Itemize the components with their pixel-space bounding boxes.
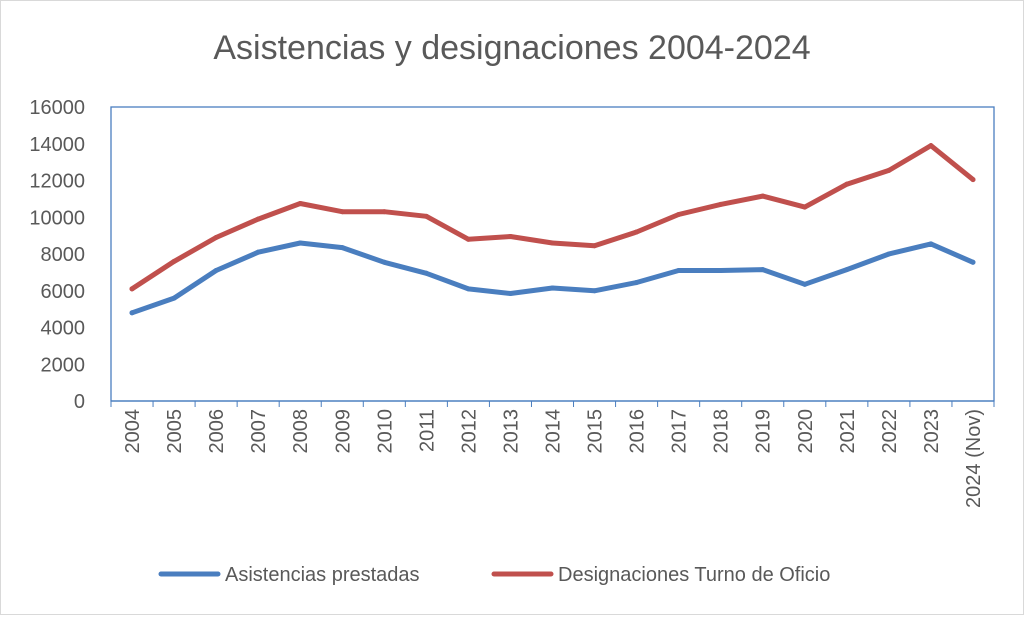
data-point	[970, 177, 976, 183]
data-point	[129, 286, 135, 292]
legend: Asistencias prestadas Designaciones Turno…	[158, 564, 830, 586]
chart-title: Asistencias y designaciones 2004-2024	[213, 29, 810, 67]
y-tick-label: 6000	[41, 281, 86, 303]
data-point	[886, 251, 892, 257]
x-tick-label: 2024 (Nov)	[963, 409, 985, 508]
data-point	[550, 285, 555, 291]
data-point	[634, 279, 640, 285]
y-tick-label: 10000	[29, 207, 85, 229]
legend-label: Asistencias prestadas	[225, 564, 420, 586]
data-point	[255, 216, 261, 222]
data-point	[171, 258, 177, 264]
data-point	[339, 209, 345, 215]
y-tick-label: 4000	[41, 318, 86, 340]
data-point	[886, 167, 892, 173]
data-point	[213, 268, 219, 274]
x-tick-label: 2018	[711, 409, 733, 454]
y-tick-label: 8000	[41, 244, 86, 266]
data-point	[381, 259, 387, 265]
data-point	[760, 193, 766, 199]
x-tick-label: 2005	[164, 409, 186, 454]
data-point	[844, 181, 850, 187]
data-point	[928, 241, 934, 247]
data-point	[718, 268, 724, 274]
x-tick-label: 2009	[332, 409, 354, 454]
data-point	[802, 281, 808, 287]
x-tick-label: 2019	[753, 409, 775, 454]
y-tick-label: 16000	[29, 97, 85, 119]
x-tick-label: 2006	[206, 409, 228, 454]
data-point	[592, 288, 598, 294]
x-tick-label: 2016	[627, 409, 649, 454]
data-point	[129, 310, 135, 316]
data-point	[297, 240, 303, 246]
data-point	[507, 291, 513, 297]
x-tick-label: 2004	[122, 409, 144, 454]
x-tick-label: 2014	[543, 409, 565, 454]
data-point	[844, 267, 850, 273]
x-tick-label: 2010	[374, 409, 396, 454]
data-point	[760, 267, 766, 273]
data-point	[928, 143, 934, 149]
x-tick-label: 2012	[458, 409, 480, 454]
data-point	[676, 211, 682, 217]
y-tick-label: 14000	[29, 134, 85, 156]
y-tick-label: 0	[74, 391, 85, 413]
x-axis: 2004 2005 2006 2007 2008 2009 2010 2011 2012 2013…	[110, 400, 995, 508]
data-point	[423, 213, 429, 219]
y-tick-label: 12000	[29, 171, 85, 193]
data-point	[676, 268, 682, 274]
data-point	[970, 259, 976, 265]
x-tick-label: 2017	[669, 409, 691, 454]
data-point	[550, 240, 555, 246]
y-tick-label: 2000	[41, 354, 86, 376]
x-tick-label: 2007	[248, 409, 270, 454]
plot-area	[110, 106, 995, 402]
x-tick-label: 2015	[585, 409, 607, 454]
x-tick-label: 2022	[879, 409, 901, 454]
x-tick-label: 2011	[416, 409, 438, 452]
data-point	[423, 270, 429, 276]
data-point	[507, 234, 513, 240]
data-point	[255, 249, 261, 255]
data-point	[592, 243, 598, 249]
x-tick-label: 2013	[500, 409, 522, 454]
data-point	[381, 209, 387, 215]
x-tick-label: 2021	[837, 409, 859, 454]
data-point	[465, 236, 471, 242]
series-layer	[129, 143, 976, 316]
legend-label: Designaciones Turno de Oficio	[558, 564, 830, 586]
data-point	[718, 201, 724, 207]
x-tick-label: 2020	[795, 409, 817, 454]
data-point	[213, 234, 219, 240]
data-point	[465, 286, 471, 292]
data-point	[339, 245, 345, 251]
data-point	[634, 229, 640, 235]
data-point	[297, 200, 303, 206]
x-tick-label: 2023	[921, 409, 943, 454]
y-axis: 0 2000 4000 6000 8000 10000 12000 14000 16000	[29, 97, 85, 413]
data-point	[171, 295, 177, 301]
x-tick-label: 2008	[290, 409, 312, 454]
data-point	[802, 204, 808, 210]
